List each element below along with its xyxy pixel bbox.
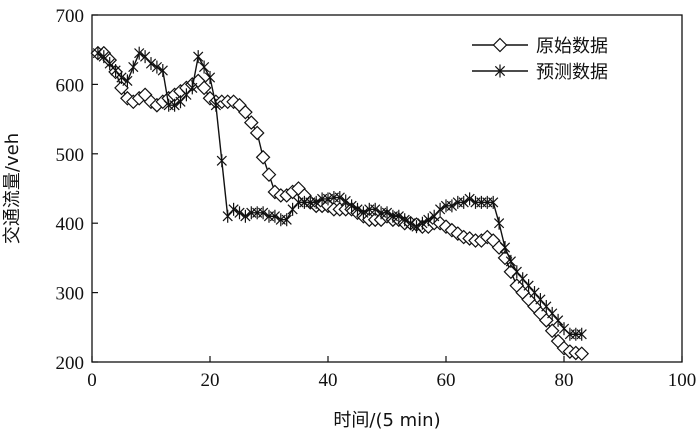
data-point xyxy=(381,206,393,220)
data-point xyxy=(547,306,558,320)
data-point xyxy=(234,206,245,220)
data-point xyxy=(204,70,216,84)
data-point xyxy=(417,216,428,230)
data-point xyxy=(370,202,381,216)
data-point xyxy=(517,272,528,286)
data-point xyxy=(269,209,281,223)
data-point xyxy=(334,191,345,205)
y-tick-label: 500 xyxy=(56,145,85,166)
data-point xyxy=(541,299,552,313)
y-tick-label: 200 xyxy=(56,353,85,374)
data-point xyxy=(311,195,322,209)
data-point xyxy=(552,313,564,327)
data-point xyxy=(169,98,180,112)
x-tick-label: 100 xyxy=(668,370,697,391)
data-point xyxy=(110,64,121,78)
data-point xyxy=(98,50,109,64)
data-point xyxy=(499,240,511,254)
data-point xyxy=(405,216,416,230)
data-point xyxy=(249,125,265,141)
data-point xyxy=(145,57,157,71)
data-point xyxy=(134,46,145,60)
data-point xyxy=(523,279,534,293)
data-point xyxy=(322,192,334,206)
y-tick-label: 600 xyxy=(56,75,85,96)
data-point xyxy=(529,286,540,300)
plot-frame xyxy=(91,14,683,363)
series-layer xyxy=(90,45,590,362)
data-point xyxy=(505,254,517,268)
series-2 xyxy=(92,46,587,341)
data-point xyxy=(187,81,198,95)
data-point xyxy=(128,60,139,74)
data-point xyxy=(122,74,133,88)
data-point xyxy=(257,206,269,220)
data-point xyxy=(358,206,369,220)
data-point xyxy=(196,80,212,96)
data-point xyxy=(151,60,163,74)
data-point xyxy=(193,50,204,64)
data-point xyxy=(544,323,560,339)
data-point xyxy=(198,60,210,74)
data-point xyxy=(238,104,253,120)
data-point xyxy=(538,313,554,328)
legend-entry: 预测数据 xyxy=(472,62,608,83)
legend-marker xyxy=(492,37,508,53)
data-point xyxy=(446,199,458,213)
data-point xyxy=(458,195,469,209)
data-point xyxy=(175,95,186,109)
axes xyxy=(91,14,683,363)
legend-entry: 原始数据 xyxy=(472,36,608,57)
x-tick-label: 40 xyxy=(319,370,338,391)
data-point xyxy=(243,115,259,130)
data-point xyxy=(393,209,404,223)
data-point xyxy=(464,192,475,206)
data-point xyxy=(281,213,292,227)
data-point xyxy=(255,149,271,165)
y-axis-title: 交通流量/veh xyxy=(2,133,23,244)
data-point xyxy=(228,202,239,216)
data-point xyxy=(340,194,351,208)
data-point xyxy=(434,202,446,216)
data-point xyxy=(411,220,422,234)
data-point xyxy=(92,46,104,60)
data-point xyxy=(352,202,363,216)
y-tick-label: 300 xyxy=(56,284,85,305)
data-point xyxy=(535,293,546,307)
legend-marker xyxy=(494,64,506,78)
y-tick-label: 700 xyxy=(56,6,85,27)
data-point xyxy=(216,154,227,168)
data-point xyxy=(116,70,127,84)
data-point xyxy=(114,80,129,96)
data-point xyxy=(574,346,590,362)
data-point xyxy=(157,64,168,78)
data-point xyxy=(139,50,151,64)
data-point xyxy=(423,213,434,227)
x-tick-label: 60 xyxy=(437,370,456,391)
data-point xyxy=(261,167,277,182)
ticks: 0 20 40 60 80 100 200 300 400 500 600 700 xyxy=(56,6,697,391)
data-point xyxy=(511,265,522,279)
data-point xyxy=(399,213,410,227)
data-point xyxy=(346,199,357,213)
x-tick-label: 20 xyxy=(201,370,220,391)
x-axis-title: 时间/(5 min) xyxy=(333,410,440,431)
legend-label: 原始数据 xyxy=(536,36,608,57)
data-point xyxy=(488,195,499,209)
data-point xyxy=(287,202,298,216)
x-tick-label: 80 xyxy=(555,370,574,391)
data-point xyxy=(576,327,587,341)
data-point xyxy=(181,88,192,102)
data-point xyxy=(104,57,115,71)
x-tick-label: 0 xyxy=(87,370,97,391)
data-point xyxy=(210,98,222,112)
data-point xyxy=(222,209,233,223)
y-tick-label: 400 xyxy=(56,214,85,235)
data-point xyxy=(240,209,251,223)
legend-label: 预测数据 xyxy=(536,62,608,83)
data-point xyxy=(429,209,440,223)
data-point xyxy=(493,216,505,230)
